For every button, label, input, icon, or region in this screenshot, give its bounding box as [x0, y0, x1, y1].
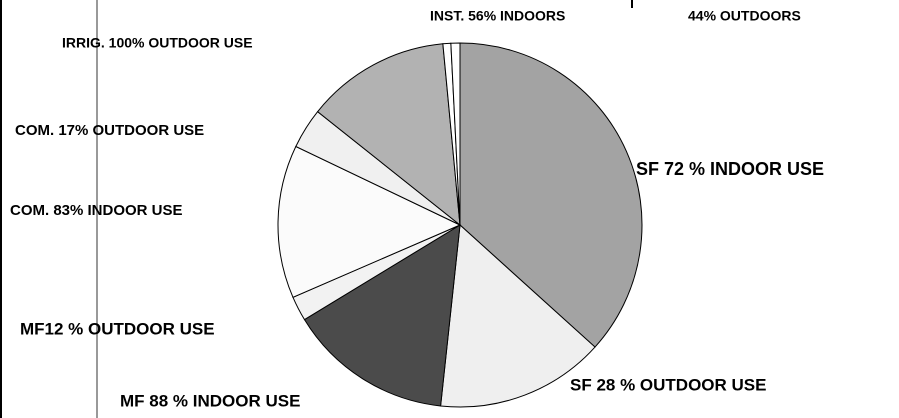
pie-slice [459, 42, 643, 348]
pie-slice [450, 42, 461, 226]
pie-slice [303, 224, 461, 407]
slice-label: INST. 56% INDOORS [430, 8, 565, 24]
slice-label: 44% OUTDOORS [688, 8, 801, 24]
pie-slice [316, 43, 461, 227]
slice-label: SF 72 % INDOOR USE [636, 159, 824, 179]
slice-label: MF 88 % INDOOR USE [120, 391, 300, 410]
pie-slice [440, 223, 596, 408]
slice-label: COM. 83% INDOOR USE [10, 202, 183, 219]
pie-slice [277, 145, 462, 298]
slice-label: SF 28 % OUTDOOR USE [570, 375, 766, 394]
slice-label: IRRIG. 100% OUTDOOR USE [62, 35, 253, 51]
slice-label: COM. 17% OUTDOOR USE [15, 122, 204, 139]
pie [277, 42, 643, 408]
slice-label: MF12 % OUTDOOR USE [20, 319, 215, 338]
